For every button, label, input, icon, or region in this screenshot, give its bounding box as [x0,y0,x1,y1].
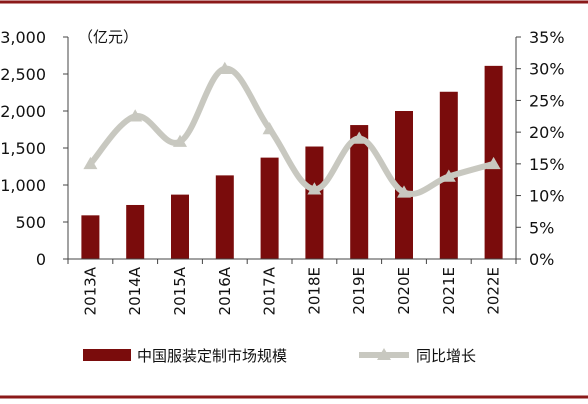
right-tick-label: 10% [529,187,565,206]
right-tick-label: 20% [529,123,565,142]
x-tick-label: 2016A [216,266,234,315]
growth-point-2017A [262,121,277,135]
x-tick-label: 2021E [440,267,458,315]
growth-point-2016A [217,61,232,74]
right-tick-label: 30% [529,60,565,79]
bar-series [81,65,503,259]
right-tick-label: 35% [529,28,565,47]
growth-point-2013A [83,156,98,170]
bar-2019E [350,125,369,259]
legend: 中国服装定制市场规模 同比增长 [83,347,476,365]
left-tick-label: 500 [15,213,46,232]
growth-point-2014A [128,109,143,122]
right-tick-label: 0% [529,250,554,269]
x-tick-label: 2022E [485,267,503,315]
growth-point-2015A [173,134,187,147]
legend-line-marker [377,348,391,360]
left-tick-label: 0 [36,250,46,269]
line-series [83,61,501,198]
right-axis-ticks: 0% 5% 10% 15% 20% 25% 30% 35% [516,28,565,269]
legend-line-label: 同比增长 [416,347,476,365]
x-tick-label: 2017A [261,266,279,315]
right-tick-label: 25% [529,91,565,110]
x-tick-label: 2014A [126,266,144,315]
bar-2018E [305,146,324,259]
growth-point-2021E [441,169,456,182]
growth-point-2018E [307,182,322,195]
left-axis-ticks: 0 500 1,000 1,500 2,000 2,500 3,000 [0,28,68,269]
x-tick-label: 2015A [171,266,189,315]
growth-point-2022E [486,156,501,170]
bar-2020E [395,111,413,259]
right-tick-label: 15% [529,155,565,174]
bar-2017A [260,157,279,259]
right-tick-label: 5% [529,218,554,237]
left-tick-label: 2,000 [0,102,46,121]
unit-label: （亿元） [78,28,138,46]
x-tick-label: 2013A [81,266,99,315]
left-tick-label: 1,500 [0,139,46,158]
growth-point-2019E [352,131,367,144]
bar-2015A [171,194,189,259]
x-axis-ticks: 2013A 2014A 2015A 2016A 2017A 2018E 2019E 2020E… [67,259,517,315]
legend-bar-swatch [83,349,131,361]
x-tick-label: 2019E [350,267,368,315]
x-tick-label: 2018E [305,267,323,315]
bar-2013A [81,215,100,259]
left-tick-label: 1,000 [0,176,46,195]
growth-point-2020E [397,185,411,198]
bar-2014A [126,204,145,259]
left-tick-label: 3,000 [0,28,46,47]
legend-bar-label: 中国服装定制市场规模 [137,347,287,365]
growth-line [87,65,497,197]
bar-2016A [215,175,234,259]
x-tick-label: 2020E [395,267,413,315]
left-tick-label: 2,500 [0,65,46,84]
